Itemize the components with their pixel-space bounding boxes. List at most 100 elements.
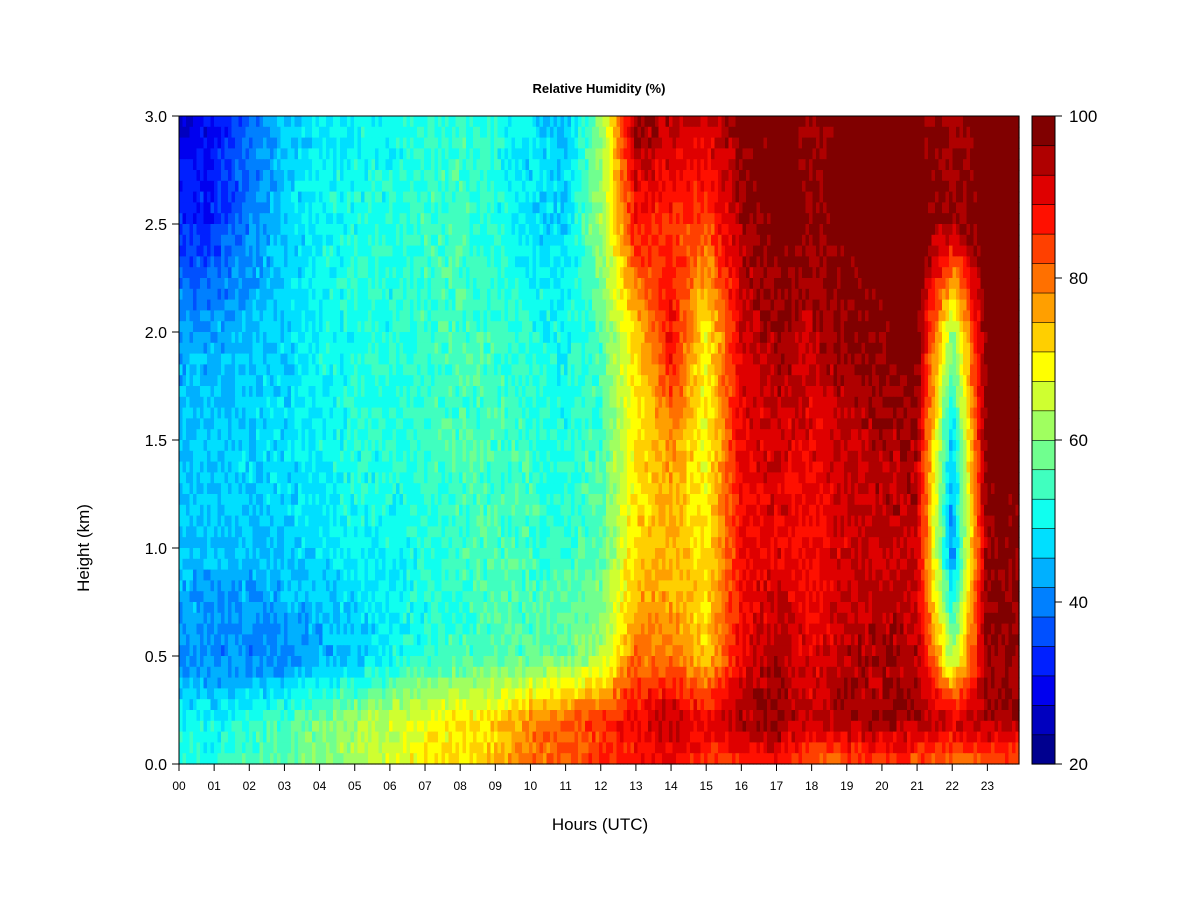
heatmap-cell [879,321,884,333]
heatmap-cell [959,245,964,257]
heatmap-cell [676,224,681,236]
heatmap-cell [938,180,943,193]
heatmap-cell [924,310,929,322]
heatmap-cell [620,234,625,247]
heatmap-cell [602,288,607,301]
heatmap-cell [343,137,348,149]
heatmap-cell [287,116,292,128]
heatmap-cell [833,299,838,311]
heatmap-cell [511,299,516,311]
heatmap-cell [826,202,831,214]
heatmap-cell [270,256,275,268]
heatmap-cell [364,267,369,279]
heatmap-cell [746,245,751,257]
heatmap-cell [854,224,859,236]
heatmap-cell [679,213,684,225]
heatmap-cell [935,180,940,193]
heatmap-cell [431,213,436,225]
heatmap-cell [382,137,387,149]
heatmap-cell [567,278,572,290]
heatmap-cell [917,256,922,268]
heatmap-cell [721,170,726,182]
heatmap-cell [340,256,345,268]
heatmap-cell [322,234,327,247]
heatmap-cell [641,321,646,333]
heatmap-cell [483,321,488,333]
heatmap-cell [711,256,716,268]
heatmap-cell [256,288,261,301]
heatmap-cell [277,234,282,247]
heatmap-cell [529,159,534,171]
heatmap-cell [284,288,289,301]
heatmap-cell [515,137,520,149]
heatmap-cell [914,191,919,203]
heatmap-cell [501,267,506,279]
heatmap-cell [847,213,852,225]
heatmap-cell [417,170,422,182]
heatmap-cell [546,126,551,139]
heatmap-cell [592,288,597,301]
heatmap-cell [707,278,712,290]
heatmap-cell [182,245,187,257]
heatmap-cell [788,202,793,214]
heatmap-cell [312,159,317,171]
heatmap-cell [424,213,429,225]
heatmap-cell [676,234,681,247]
heatmap-cell [686,116,691,128]
heatmap-cell [200,267,205,279]
heatmap-cell [602,170,607,182]
heatmap-cell [914,202,919,214]
heatmap-cell [756,191,761,203]
heatmap-cell [546,202,551,214]
heatmap-cell [777,191,782,203]
heatmap-cell [658,245,663,257]
heatmap-cell [910,299,915,311]
heatmap-cell [501,213,506,225]
heatmap-cell [882,202,887,214]
heatmap-cell [609,148,614,160]
heatmap-cell [305,332,310,344]
heatmap-cell [560,267,565,279]
heatmap-cell [501,256,506,268]
heatmap-cell [431,126,436,139]
heatmap-cell [459,234,464,247]
heatmap-cell [802,278,807,290]
heatmap-cell [242,299,247,311]
heatmap-cell [224,116,229,128]
heatmap-cell [452,245,457,257]
heatmap-cell [424,267,429,279]
heatmap-cell [949,321,954,333]
heatmap-cell [179,288,184,301]
heatmap-cell [434,191,439,203]
heatmap-cell [182,159,187,171]
heatmap-cell [777,126,782,139]
heatmap-cell [991,321,996,333]
heatmap-cell [742,191,747,203]
heatmap-cell [935,288,940,301]
heatmap-cell [945,299,950,311]
heatmap-cell [354,116,359,128]
heatmap-cell [245,278,250,290]
heatmap-cell [291,299,296,311]
heatmap-cell [1001,256,1006,268]
heatmap-cell [658,332,663,344]
heatmap-cell [700,234,705,247]
heatmap-cell [637,288,642,301]
heatmap-cell [494,170,499,182]
heatmap-cell [812,256,817,268]
heatmap-cell [620,278,625,290]
heatmap-cell [704,224,709,236]
heatmap-cell [410,180,415,193]
heatmap-cell [375,148,380,160]
heatmap-cell [413,148,418,160]
heatmap-cell [315,116,320,128]
heatmap-cell [648,321,653,333]
heatmap-cell [921,256,926,268]
heatmap-cell [669,332,674,344]
heatmap-cell [718,137,723,149]
heatmap-cell [210,278,215,290]
heatmap-cell [823,159,828,171]
heatmap-cell [553,234,558,247]
heatmap-cell [305,321,310,333]
heatmap-cell [770,159,775,171]
